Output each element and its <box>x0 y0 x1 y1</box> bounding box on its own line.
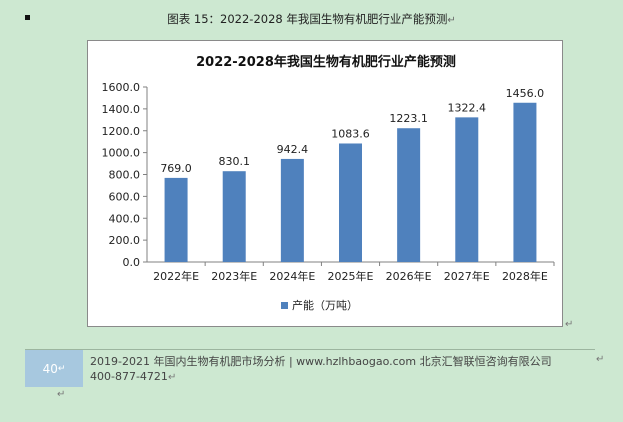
caption-text: 图表 15：2022-2028 年我国生物有机肥行业产能预测 <box>167 12 448 26</box>
y-tick-label: 1000.0 <box>102 147 141 160</box>
x-tick-label: 2023年E <box>211 269 257 283</box>
paragraph-mark: ↵ <box>565 319 574 330</box>
chart-svg: 2022-2028年我国生物有机肥行业产能预测 0.0 200.0 400.0 600.… <box>102 54 555 312</box>
data-label: 769.0 <box>160 162 192 175</box>
bar-chart: 2022-2028年我国生物有机肥行业产能预测 0.0 200.0 400.0 600.… <box>87 40 563 327</box>
x-tick-label: 2024年E <box>269 269 315 283</box>
data-label: 942.4 <box>277 143 309 156</box>
x-tick-label: 2022年E <box>153 269 199 283</box>
data-label: 830.1 <box>218 155 250 168</box>
page-number: 40 <box>42 361 58 376</box>
x-tick-label: 2027年E <box>444 269 490 283</box>
y-tick-label: 1200.0 <box>102 125 141 138</box>
paragraph-mark: ↵ <box>57 363 66 374</box>
y-tick-label: 1600.0 <box>102 81 141 94</box>
paragraph-mark: ↵ <box>447 15 456 26</box>
bar-2 <box>222 171 246 262</box>
list-bullet <box>25 15 30 20</box>
y-tick-label: 0.0 <box>123 256 141 269</box>
y-tick-label: 600.0 <box>109 190 141 203</box>
data-label: 1223.1 <box>389 112 428 125</box>
legend-swatch <box>281 302 288 309</box>
bar-6 <box>455 117 479 262</box>
x-tick-label: 2025年E <box>328 269 374 283</box>
footer-line-1: 2019-2021 年国内生物有机肥市场分析 | www.hzlhbaogao.… <box>90 355 552 368</box>
data-label: 1083.6 <box>331 127 370 140</box>
footer-divider <box>25 349 595 350</box>
bar-1 <box>164 177 188 262</box>
page-number-badge: 40 ↵ <box>25 350 83 387</box>
paragraph-mark: ↵ <box>167 372 177 383</box>
bar-5 <box>397 128 421 262</box>
paragraph-mark: ↵ <box>596 354 605 365</box>
legend-label: 产能（万吨） <box>292 298 358 312</box>
figure-caption: 图表 15：2022-2028 年我国生物有机肥行业产能预测↵ <box>0 11 623 27</box>
y-tick-label: 800.0 <box>109 169 141 182</box>
bar-7 <box>513 102 537 262</box>
footer-publication-info: 2019-2021 年国内生物有机肥市场分析 | www.hzlhbaogao.… <box>90 353 552 369</box>
footer-phone: 400-877-4721↵ <box>90 370 176 383</box>
x-tick-label: 2026年E <box>386 269 432 283</box>
bar-3 <box>280 158 304 262</box>
bar-4 <box>339 143 362 262</box>
footer-line-2: 400-877-4721 <box>90 370 168 383</box>
paragraph-mark: ↵ <box>57 389 66 400</box>
chart-title: 2022-2028年我国生物有机肥行业产能预测 <box>196 54 456 70</box>
y-tick-label: 200.0 <box>109 234 141 247</box>
y-tick-label: 1400.0 <box>102 103 141 116</box>
y-tick-label: 400.0 <box>109 212 141 225</box>
data-label: 1322.4 <box>448 101 487 114</box>
x-tick-label: 2028年E <box>502 269 548 283</box>
data-label: 1456.0 <box>506 87 545 100</box>
